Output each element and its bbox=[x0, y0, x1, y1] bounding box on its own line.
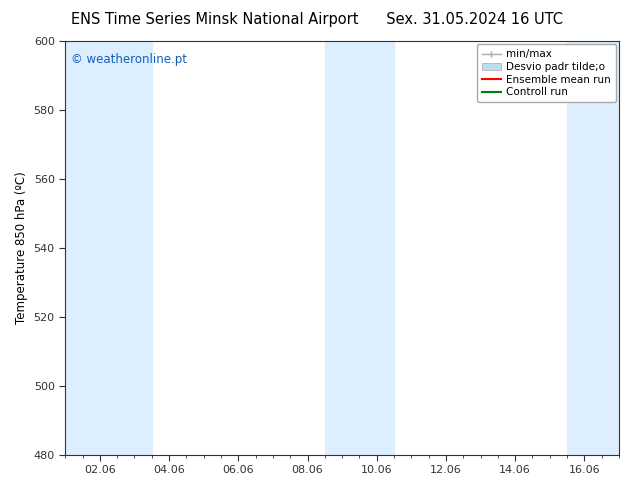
Y-axis label: Temperature 850 hPa (ºC): Temperature 850 hPa (ºC) bbox=[15, 172, 28, 324]
Bar bbox=[65, 41, 152, 455]
Text: © weatheronline.pt: © weatheronline.pt bbox=[71, 53, 187, 67]
Bar bbox=[567, 41, 619, 455]
Legend: min/max, Desvio padr tilde;o, Ensemble mean run, Controll run: min/max, Desvio padr tilde;o, Ensemble m… bbox=[477, 44, 616, 102]
Text: ENS Time Series Minsk National Airport      Sex. 31.05.2024 16 UTC: ENS Time Series Minsk National Airport S… bbox=[71, 12, 563, 27]
Bar bbox=[325, 41, 394, 455]
